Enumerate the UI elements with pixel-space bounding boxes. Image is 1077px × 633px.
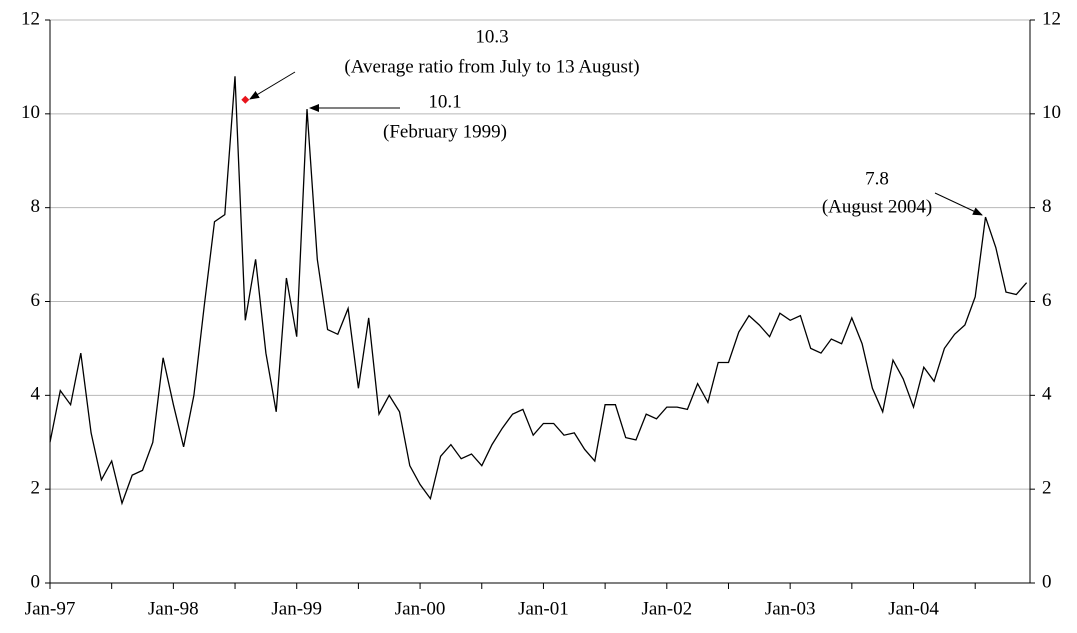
x-tick-label: Jan-98 (148, 598, 199, 619)
y-tick-label: 8 (31, 196, 41, 217)
y2-tick-label: 10 (1042, 102, 1061, 123)
y-tick-label: 2 (31, 478, 41, 499)
y2-tick-label: 4 (1042, 384, 1052, 405)
x-tick-label: Jan-99 (271, 598, 322, 619)
y-tick-label: 10 (21, 102, 40, 123)
annotation: (August 2004) (822, 196, 932, 217)
annotation: (Average ratio from July to 13 August) (344, 56, 639, 77)
annotation: (February 1999) (383, 121, 507, 142)
x-tick-label: Jan-97 (25, 598, 76, 619)
arrow (934, 192, 983, 216)
x-tick-label: Jan-00 (395, 598, 446, 619)
annotation-value: 10.3 (475, 26, 508, 47)
y-tick-label: 12 (21, 8, 40, 29)
y2-tick-label: 12 (1042, 8, 1061, 29)
y-tick-label: 6 (31, 290, 41, 311)
x-tick-label: Jan-02 (641, 598, 692, 619)
x-tick-label: Jan-01 (518, 598, 569, 619)
x-tick-label: Jan-03 (765, 598, 816, 619)
highlight-point (241, 95, 250, 104)
x-tick-label: Jan-04 (888, 598, 939, 619)
y-tick-label: 4 (31, 384, 41, 405)
y-tick-label: 0 (31, 571, 41, 592)
arrow (249, 71, 296, 100)
series-line (49, 76, 1028, 506)
y2-tick-label: 6 (1042, 290, 1052, 311)
y2-tick-label: 0 (1042, 571, 1052, 592)
annotation-value: 7.8 (865, 168, 889, 189)
annotation-value: 10.1 (428, 91, 461, 112)
y2-tick-label: 2 (1042, 478, 1052, 499)
y2-tick-label: 8 (1042, 196, 1052, 217)
grid (50, 19, 1030, 490)
